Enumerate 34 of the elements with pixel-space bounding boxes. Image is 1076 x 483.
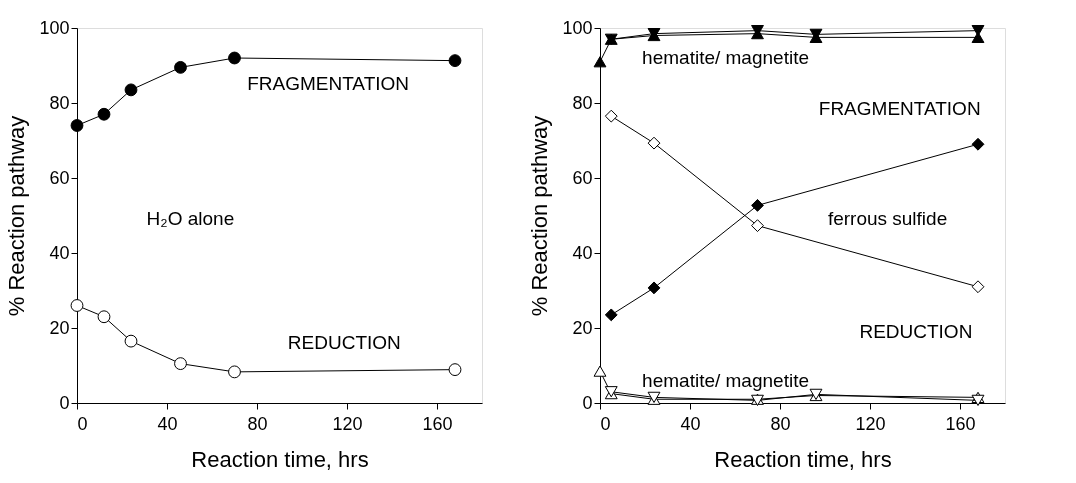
annotation: REDUCTION bbox=[287, 332, 401, 353]
y-axis-title: % Reaction pathway bbox=[4, 115, 30, 317]
y-tick-label: 60 bbox=[572, 167, 593, 188]
x-tick-label: 40 bbox=[680, 413, 701, 434]
x-tick-label: 120 bbox=[332, 413, 363, 434]
x-tick-label: 160 bbox=[422, 413, 453, 434]
y-axis-title: % Reaction pathway bbox=[527, 115, 553, 317]
y-tick-label: 0 bbox=[59, 392, 70, 413]
y-tick-label: 20 bbox=[49, 317, 70, 338]
y-tick-label: 100 bbox=[562, 17, 593, 38]
annotation: hematite/ magnetite bbox=[642, 369, 809, 391]
x-tick-label: 160 bbox=[945, 413, 976, 434]
y-tick-label: 20 bbox=[572, 317, 593, 338]
x-axis-title: Reaction time, hrs bbox=[191, 446, 369, 472]
x-tick-label: 0 bbox=[77, 413, 88, 434]
annotation: FRAGMENTATION bbox=[247, 73, 410, 95]
x-tick-label: 80 bbox=[247, 413, 268, 434]
y-tick-label: 80 bbox=[572, 92, 593, 113]
x-tick-label: 40 bbox=[157, 413, 178, 434]
y-tick-label: 40 bbox=[49, 242, 70, 263]
y-tick-label: 80 bbox=[49, 92, 70, 113]
annotation: ferrous sulfide bbox=[827, 208, 948, 230]
y-tick-label: 60 bbox=[49, 167, 70, 188]
x-tick-label: 120 bbox=[855, 413, 886, 434]
y-tick-label: 0 bbox=[582, 392, 593, 413]
x-tick-label: 0 bbox=[600, 413, 611, 434]
annotation: REDUCTION bbox=[859, 320, 973, 342]
annotation: hematite/ magnetite bbox=[642, 47, 809, 68]
y-tick-label: 100 bbox=[39, 17, 70, 38]
x-axis-title: Reaction time, hrs bbox=[714, 446, 892, 472]
x-tick-label: 80 bbox=[770, 413, 791, 434]
y-tick-label: 40 bbox=[572, 242, 593, 263]
annotation: FRAGMENTATION bbox=[818, 97, 981, 119]
annotation: H₂O alone bbox=[146, 208, 235, 230]
